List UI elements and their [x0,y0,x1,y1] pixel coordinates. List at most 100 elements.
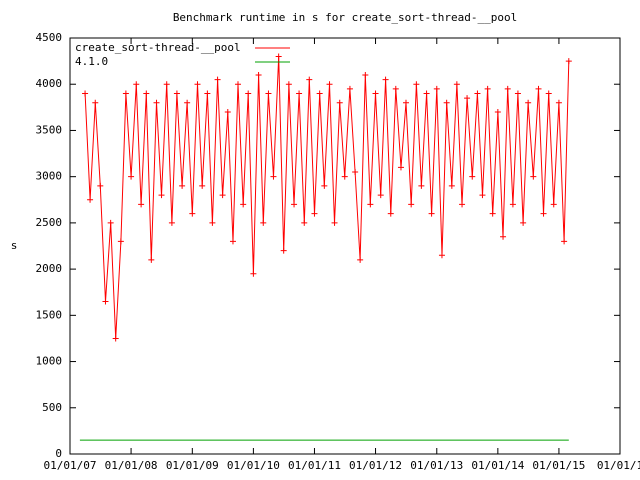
point-marker [122,90,129,97]
x-tick-label: 01/01/08 [105,459,158,472]
x-tick-label: 01/01/12 [349,459,402,472]
point-marker [306,76,313,83]
point-marker [153,99,160,106]
point-marker [179,182,186,189]
y-axis-label: s [11,239,18,252]
point-marker [448,182,455,189]
point-marker [377,192,384,199]
point-marker [143,90,150,97]
point-marker [474,90,481,97]
point-marker [555,99,562,106]
point-marker [316,90,323,97]
point-marker [418,182,425,189]
point-marker [336,99,343,106]
y-tick-label: 2500 [36,216,63,229]
x-tick-label: 01/01/1 [597,459,640,472]
y-tick-label: 3000 [36,170,63,183]
point-marker [82,90,89,97]
point-marker [107,219,114,226]
point-marker [173,90,180,97]
x-tick-label: 01/01/09 [166,459,219,472]
point-marker [219,192,226,199]
point-marker [413,81,420,88]
x-tick-label: 01/01/07 [44,459,97,472]
point-marker [509,201,516,208]
point-marker [500,233,507,240]
point-marker [168,219,175,226]
point-marker [97,182,104,189]
point-marker [250,270,257,277]
point-marker [494,108,501,115]
y-tick-label: 500 [42,401,62,414]
point-marker [489,210,496,217]
point-marker [285,81,292,88]
point-marker [260,219,267,226]
point-marker [102,298,109,305]
y-tick-label: 1500 [36,308,63,321]
point-marker [92,99,99,106]
point-marker [525,99,532,106]
point-marker [138,201,145,208]
y-tick-label: 4000 [36,77,63,90]
x-tick-label: 01/01/11 [288,459,341,472]
point-marker [367,201,374,208]
point-marker [453,81,460,88]
point-marker [112,335,119,342]
y-tick-label: 2000 [36,262,63,275]
x-tick-label: 01/01/14 [471,459,524,472]
point-marker [392,85,399,92]
point-marker [423,90,430,97]
point-marker [311,210,318,217]
point-marker [346,85,353,92]
point-marker [341,173,348,180]
point-marker [301,219,308,226]
point-marker [504,85,511,92]
point-marker [209,219,216,226]
point-marker [265,90,272,97]
point-marker [158,192,165,199]
point-marker [545,90,552,97]
point-marker [535,85,542,92]
point-marker [459,201,466,208]
point-marker [402,99,409,106]
point-marker [326,81,333,88]
point-marker [438,252,445,259]
point-marker [163,81,170,88]
point-marker [280,247,287,254]
point-marker [296,90,303,97]
point-marker [362,71,369,78]
point-marker [148,256,155,263]
point-marker [550,201,557,208]
x-tick-label: 01/01/10 [227,459,280,472]
point-marker [133,81,140,88]
point-marker [520,219,527,226]
point-marker [117,238,124,245]
point-marker [514,90,521,97]
point-marker [443,99,450,106]
point-marker [224,108,231,115]
point-marker [408,201,415,208]
point-marker [321,182,328,189]
series-line [84,56,570,339]
legend-label: 4.1.0 [75,55,108,68]
y-tick-label: 4500 [36,31,63,44]
point-marker [184,99,191,106]
y-tick-label: 1000 [36,355,63,368]
point-marker [357,256,364,263]
point-marker [199,182,206,189]
x-tick-label: 01/01/15 [532,459,585,472]
point-marker [234,81,241,88]
point-marker [87,196,94,203]
point-marker [479,192,486,199]
y-tick-label: 3500 [36,123,63,136]
point-marker [464,95,471,102]
point-marker [245,90,252,97]
point-marker [194,81,201,88]
x-tick-label: 01/01/13 [410,459,463,472]
point-marker [275,53,282,60]
y-tick-label: 0 [55,447,62,460]
point-marker [352,169,359,176]
point-marker [382,76,389,83]
point-marker [214,76,221,83]
